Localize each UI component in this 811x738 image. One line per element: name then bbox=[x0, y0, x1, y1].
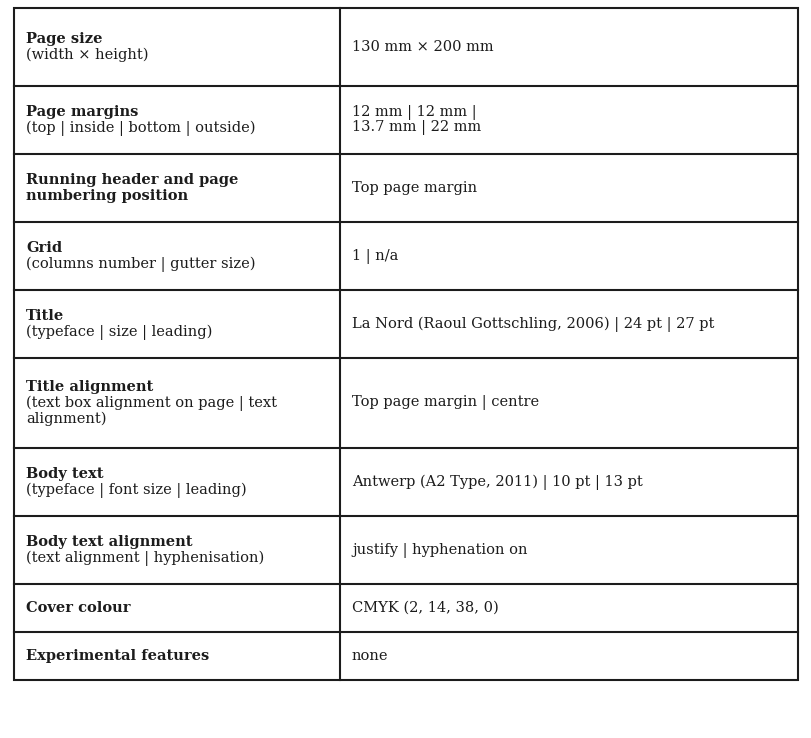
Text: Running header and page: Running header and page bbox=[26, 173, 238, 187]
Text: Title: Title bbox=[26, 309, 64, 323]
Text: Antwerp (A2 Type, 2011) | 10 pt | 13 pt: Antwerp (A2 Type, 2011) | 10 pt | 13 pt bbox=[351, 475, 642, 490]
Text: (columns number | gutter size): (columns number | gutter size) bbox=[26, 256, 255, 272]
Text: Body text: Body text bbox=[26, 467, 103, 481]
Text: (width × height): (width × height) bbox=[26, 48, 148, 62]
Text: Grid: Grid bbox=[26, 241, 62, 255]
Text: 13.7 mm | 22 mm: 13.7 mm | 22 mm bbox=[351, 120, 481, 135]
Text: (typeface | font size | leading): (typeface | font size | leading) bbox=[26, 482, 247, 497]
Text: (text box alignment on page | text: (text box alignment on page | text bbox=[26, 396, 277, 410]
Text: none: none bbox=[351, 649, 388, 663]
Text: Page size: Page size bbox=[26, 32, 102, 46]
Text: CMYK (2, 14, 38, 0): CMYK (2, 14, 38, 0) bbox=[351, 601, 498, 615]
Text: 12 mm | 12 mm |: 12 mm | 12 mm | bbox=[351, 105, 476, 120]
Text: Experimental features: Experimental features bbox=[26, 649, 209, 663]
Text: (typeface | size | leading): (typeface | size | leading) bbox=[26, 324, 212, 339]
Text: Body text alignment: Body text alignment bbox=[26, 535, 192, 549]
Text: alignment): alignment) bbox=[26, 412, 106, 426]
Text: numbering position: numbering position bbox=[26, 189, 188, 203]
Text: (text alignment | hyphenisation): (text alignment | hyphenisation) bbox=[26, 551, 264, 565]
Text: Title alignment: Title alignment bbox=[26, 380, 153, 394]
Text: La Nord (Raoul Gottschling, 2006) | 24 pt | 27 pt: La Nord (Raoul Gottschling, 2006) | 24 p… bbox=[351, 317, 714, 331]
Text: Page margins: Page margins bbox=[26, 105, 138, 119]
Text: 130 mm × 200 mm: 130 mm × 200 mm bbox=[351, 40, 493, 54]
Text: Top page margin: Top page margin bbox=[351, 181, 477, 195]
Text: Cover colour: Cover colour bbox=[26, 601, 131, 615]
Text: justify | hyphenation on: justify | hyphenation on bbox=[351, 542, 527, 557]
Text: Top page margin | centre: Top page margin | centre bbox=[351, 396, 539, 410]
Text: 1 | n/a: 1 | n/a bbox=[351, 249, 398, 263]
Text: (top | inside | bottom | outside): (top | inside | bottom | outside) bbox=[26, 120, 255, 136]
